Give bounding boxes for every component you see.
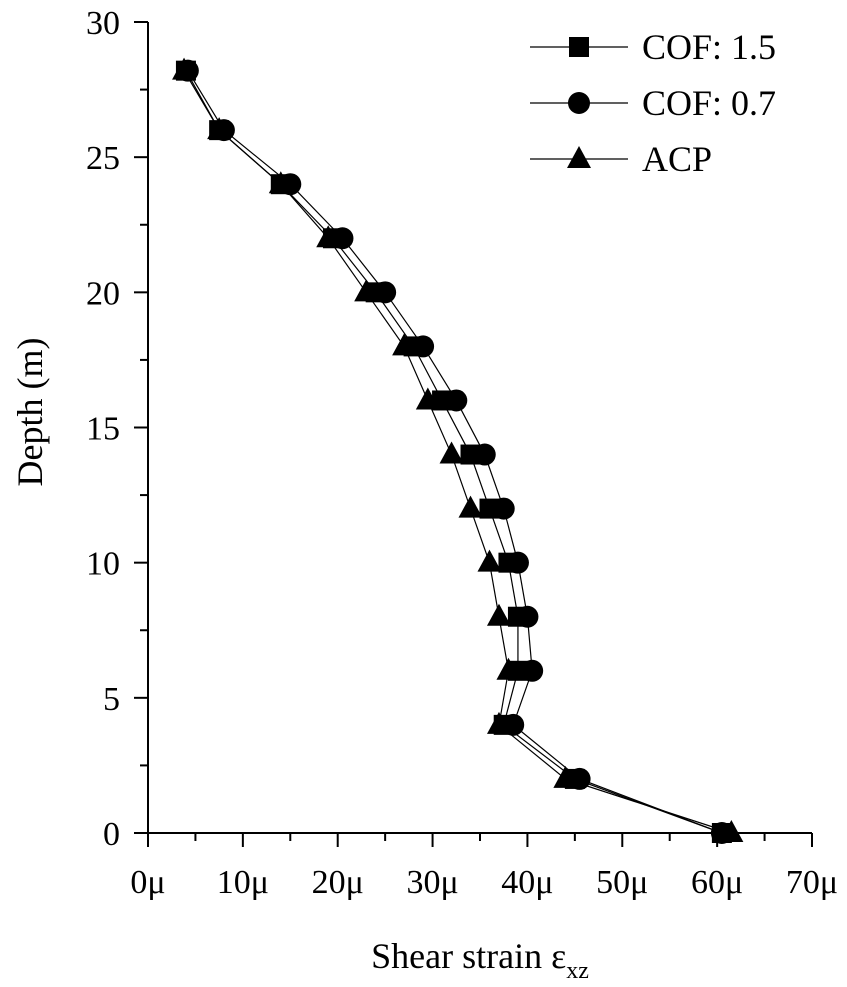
data-point-triangle (719, 820, 744, 842)
y-tick-label: 20 (86, 275, 120, 312)
data-point-triangle (207, 117, 232, 140)
y-tick-label: 15 (86, 411, 120, 448)
data-point-triangle (172, 57, 197, 80)
data-point-triangle (354, 279, 379, 302)
x-tick-label: 40μ (501, 864, 553, 901)
data-point-triangle (486, 711, 511, 734)
x-tick-label: 10μ (217, 864, 269, 901)
legend-marker-square (569, 37, 589, 57)
y-axis-ticks: 0 5 10 15 20 25 30 (86, 5, 148, 853)
data-point-circle (473, 443, 496, 466)
data-point-triangle (486, 603, 511, 626)
data-point-triangle (553, 765, 578, 788)
legend-label: ACP (642, 139, 712, 179)
x-axis-ticks: 0μ 10μ 20μ 30μ 40μ 50μ 60μ 70μ (130, 833, 838, 901)
legend-label: COF: 0.7 (642, 83, 776, 123)
x-tick-label: 70μ (786, 864, 838, 901)
legend-marker-triangle (567, 146, 591, 168)
data-point-triangle (477, 549, 502, 572)
data-point-triangle (458, 495, 483, 518)
legend: COF: 1.5 COF: 0.7 ACP (530, 27, 776, 179)
y-axis-title: Depth (m) (10, 338, 50, 487)
data-point-circle (445, 389, 468, 412)
data-point-circle (492, 497, 515, 520)
y-tick-label: 0 (103, 816, 120, 853)
data-point-circle (374, 281, 397, 304)
legend-label: COF: 1.5 (642, 27, 776, 67)
data-point-circle (521, 659, 544, 682)
series-lines (183, 70, 732, 834)
series-markers (172, 57, 744, 844)
data-point-circle (412, 335, 435, 358)
x-axis-title: Shear strain εxz (371, 936, 589, 984)
y-tick-label: 10 (86, 546, 120, 583)
y-tick-label: 5 (103, 681, 120, 718)
data-point-triangle (439, 441, 464, 464)
data-point-triangle (316, 225, 341, 248)
x-tick-label: 50μ (596, 864, 648, 901)
data-point-triangle (392, 333, 417, 356)
plot-area (147, 22, 812, 834)
x-tick-label: 0μ (130, 864, 165, 901)
data-point-triangle (496, 657, 521, 680)
x-tick-label: 60μ (691, 864, 743, 901)
data-point-circle (516, 605, 539, 628)
y-tick-label: 25 (86, 140, 120, 177)
data-point-circle (506, 551, 529, 574)
data-point-triangle (268, 171, 293, 194)
legend-marker-circle (568, 92, 590, 114)
y-tick-label: 30 (86, 5, 120, 42)
series-line (183, 70, 732, 834)
data-point-triangle (415, 387, 440, 410)
x-tick-label: 30μ (406, 864, 458, 901)
x-tick-label: 20μ (312, 864, 364, 901)
